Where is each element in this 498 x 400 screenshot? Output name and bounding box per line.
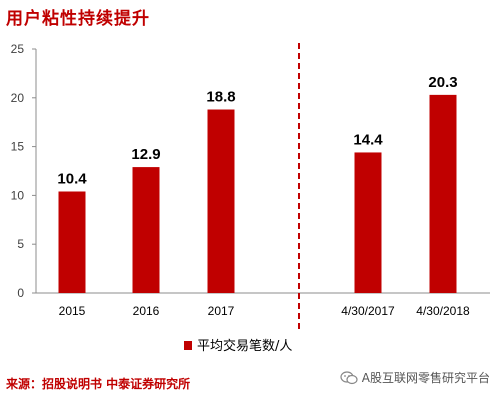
watermark: A股互联网零售研究平台 xyxy=(340,369,490,386)
x-tick-label: 2016 xyxy=(133,304,160,318)
source-note: 来源：招股说明书 中泰证券研究所 xyxy=(6,377,191,391)
data-labels: 10.4 12.9 18.8 14.4 20.3 xyxy=(57,74,457,188)
y-tick-label: 25 xyxy=(11,42,25,56)
bar xyxy=(132,167,160,293)
x-tick-label: 4/30/2017 xyxy=(341,304,395,318)
x-tick-label: 2015 xyxy=(59,304,86,318)
watermark-text: A股互联网零售研究平台 xyxy=(361,371,490,385)
y-tick-label: 10 xyxy=(11,188,25,202)
bars xyxy=(58,94,457,294)
bar xyxy=(58,191,86,293)
chart-title: 用户粘性持续提升 xyxy=(6,9,150,29)
legend-label: 平均交易笔数/人 xyxy=(197,338,292,354)
wechat-icon xyxy=(340,370,358,384)
legend: 平均交易笔数/人 xyxy=(184,338,292,354)
y-tick-label: 15 xyxy=(11,140,25,154)
data-label: 10.4 xyxy=(57,170,87,187)
bar xyxy=(429,94,457,293)
data-label: 12.9 xyxy=(131,146,160,163)
y-axis: 0 5 10 15 20 25 xyxy=(11,42,37,300)
bar xyxy=(207,109,235,294)
x-tick-label: 2017 xyxy=(208,304,235,318)
y-tick-label: 5 xyxy=(17,237,24,251)
y-tick-label: 20 xyxy=(11,91,25,105)
bar xyxy=(354,152,382,293)
x-tick-label: 4/30/2018 xyxy=(416,304,470,318)
y-tick-label: 0 xyxy=(17,286,24,300)
data-label: 20.3 xyxy=(428,74,457,91)
legend-swatch xyxy=(184,341,192,350)
x-axis: 2015 2016 2017 4/30/2017 4/30/2018 xyxy=(36,292,490,318)
data-label: 14.4 xyxy=(353,131,383,148)
data-label: 18.8 xyxy=(206,89,235,106)
